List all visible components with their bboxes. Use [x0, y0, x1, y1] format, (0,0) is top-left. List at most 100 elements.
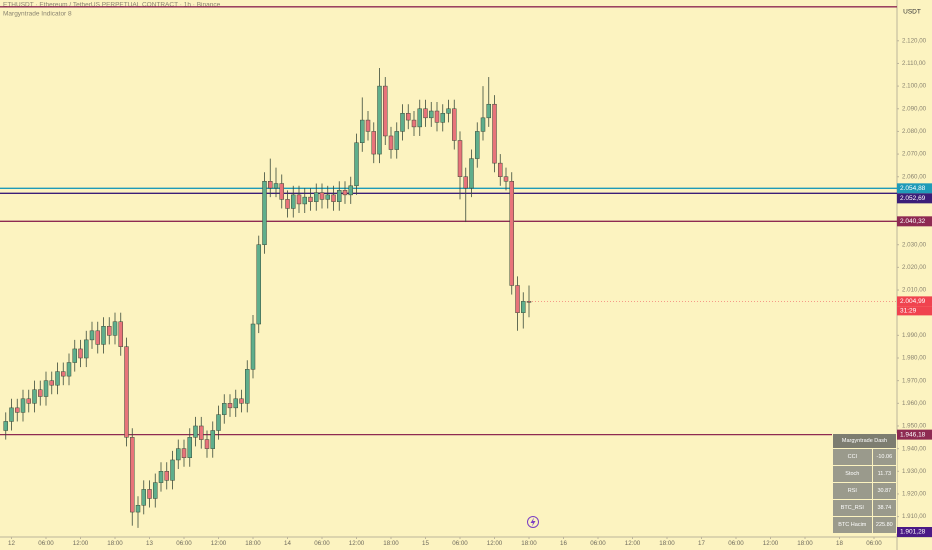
candle [406, 104, 411, 130]
candle-body [515, 285, 520, 313]
candle [158, 462, 164, 492]
candle-body [348, 185, 353, 196]
candle-body [181, 448, 187, 458]
candle [101, 317, 106, 354]
candle-body [446, 108, 451, 114]
candle [400, 104, 405, 141]
candle-body [3, 421, 8, 431]
candle [463, 167, 468, 223]
candle [480, 86, 486, 141]
candle [193, 416, 198, 447]
plot-area [0, 6, 897, 528]
candle [319, 183, 325, 209]
candle [342, 181, 348, 204]
candle-body [452, 108, 457, 141]
price-tag-label: 1.946,18 [900, 431, 926, 438]
candle-body [492, 103, 497, 164]
candle-body [440, 113, 445, 123]
y-tick-label: 2.030,00 [902, 241, 927, 248]
candle [118, 312, 123, 356]
indicator-label: Margyntrade Indicator 8 [3, 11, 72, 18]
candle-body [95, 330, 100, 345]
y-tick-label: 2.080,00 [902, 128, 927, 135]
candle [365, 111, 371, 141]
candle [130, 428, 135, 526]
candle-body [498, 162, 503, 177]
candle [492, 95, 497, 173]
candle-body [342, 190, 348, 196]
candle [325, 185, 330, 209]
candle-body [250, 323, 256, 370]
x-tick-label: 06:00 [728, 540, 744, 547]
candle [66, 353, 72, 386]
x-tick-label: 18:00 [659, 540, 675, 547]
x-tick-label: 12:00 [211, 540, 227, 547]
candle [354, 133, 359, 195]
x-tick-label: 16 [560, 540, 567, 547]
candle [107, 317, 112, 345]
candle [199, 416, 204, 449]
dashboard-row: CCI -10.06 [832, 448, 898, 466]
candle [457, 131, 463, 200]
candle [20, 389, 26, 422]
candle [245, 360, 250, 413]
candle [89, 321, 95, 349]
candle-body [400, 113, 405, 132]
alert-icon[interactable] [527, 516, 539, 528]
x-tick-label: 18:00 [107, 540, 123, 547]
dashboard-row: BTC Hacim 225.80 [832, 516, 898, 534]
candle-body [308, 196, 313, 202]
candle [262, 172, 267, 254]
candle-body [84, 339, 89, 359]
candle [475, 122, 480, 168]
candle-body [72, 348, 77, 363]
candle-body [268, 181, 273, 189]
y-tick-label: 2.100,00 [902, 83, 927, 90]
candle-body [118, 321, 123, 347]
candle-body [354, 142, 359, 187]
candle [394, 122, 399, 159]
candle-body [337, 190, 342, 202]
price-tag-label: 2.054,88 [900, 185, 926, 192]
x-tick-label: 12:00 [349, 540, 365, 547]
candle [360, 97, 365, 152]
candle [273, 167, 279, 198]
candle [9, 398, 14, 431]
candle-body [279, 183, 284, 200]
x-tick-label: 12:00 [73, 540, 89, 547]
y-tick-label: 1.970,00 [902, 377, 927, 384]
candle-body [216, 414, 221, 431]
y-tick-label: 2.020,00 [902, 264, 927, 271]
candle-body [135, 505, 141, 513]
candle-body [360, 119, 365, 143]
candle [509, 172, 514, 295]
candle [216, 405, 221, 440]
candle [314, 183, 319, 211]
currency-label[interactable]: USDT [903, 9, 921, 16]
candle-body [262, 181, 267, 245]
candle [3, 412, 8, 440]
metric-name: RSI [832, 482, 873, 500]
candle-body [480, 117, 486, 132]
price-tag [897, 216, 932, 227]
candle [411, 111, 417, 136]
x-tick-label: 18:00 [521, 540, 537, 547]
candle [26, 389, 31, 413]
candle-body [239, 398, 244, 404]
candle-body [411, 119, 417, 128]
candle [49, 371, 54, 395]
y-tick-label: 1.980,00 [902, 355, 927, 362]
price-tag [897, 429, 932, 440]
price-tag-label: 2.004,99 [900, 298, 926, 305]
candle-body [199, 425, 204, 440]
candle [170, 450, 175, 490]
price-tag-label: 1.901,28 [900, 529, 926, 536]
candle [440, 104, 445, 132]
candle-body [314, 192, 319, 202]
countdown-tag [897, 306, 932, 316]
candle [383, 77, 388, 146]
metric-value: 11.73 [871, 465, 898, 483]
metric-name: Stoch [832, 465, 873, 483]
candle-body [26, 398, 31, 404]
